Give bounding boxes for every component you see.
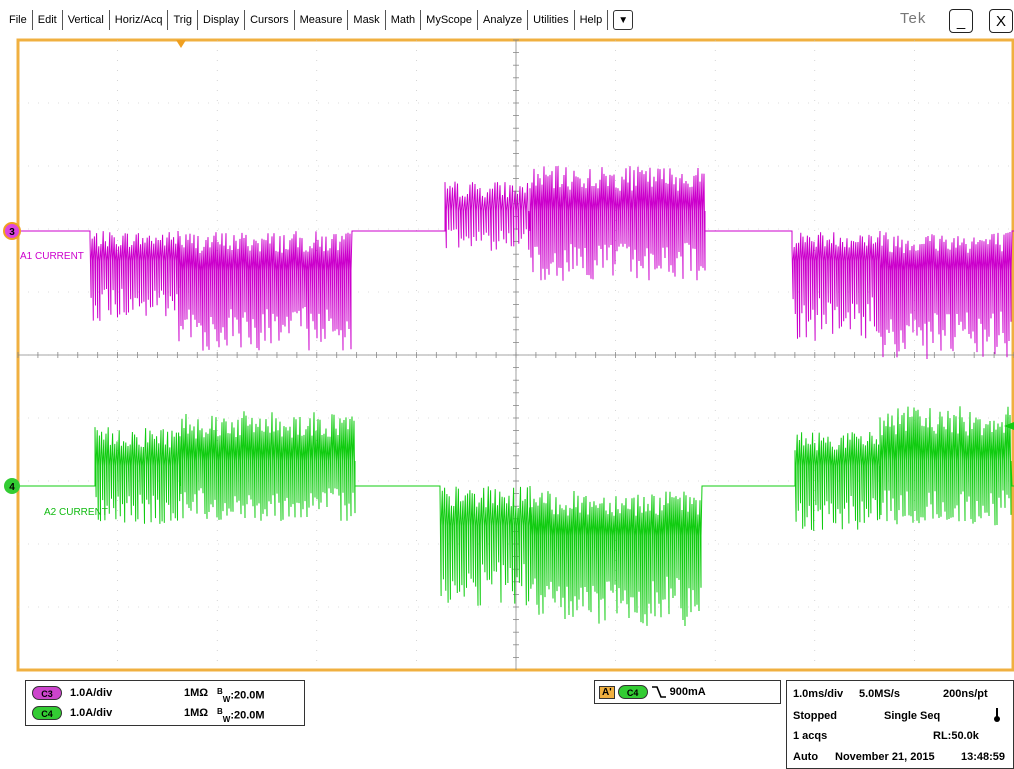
ch3-settings-row[interactable]: C3 1.0A/div: [32, 686, 112, 700]
ch4-impedance: 1MΩ: [184, 707, 208, 719]
record-length: RL:50.0k: [933, 730, 979, 742]
acq-mode: Single Seq: [884, 710, 940, 722]
ch3-scale: 1.0A/div: [70, 687, 112, 699]
acquisition-panel[interactable]: 1.0ms/div 5.0MS/s 200ns/pt Stopped Singl…: [786, 680, 1014, 769]
ch3-trace-label: A1 CURRENT: [20, 251, 84, 262]
acq-state: Stopped: [793, 710, 837, 722]
ch4-trace-label: A2 CURRENT: [44, 507, 108, 518]
ch3-impedance: 1MΩ: [184, 687, 208, 699]
date: November 21, 2015: [835, 751, 935, 763]
ch4-badge[interactable]: C4: [32, 706, 62, 720]
ch3-bandwidth: BW:20.0M: [217, 687, 265, 704]
waveform-display[interactable]: 3 4 A1 CURRENT A2 CURRENT: [0, 0, 1014, 680]
trigger-level: 900mA: [670, 686, 706, 698]
timebase: 1.0ms/div: [793, 688, 843, 700]
sample-rate: 5.0MS/s: [859, 688, 900, 700]
trigger-source-badge[interactable]: C4: [618, 685, 648, 699]
acq-count: 1 acqs: [793, 730, 827, 742]
resolution: 200ns/pt: [943, 688, 988, 700]
ch3-marker-label: 3: [9, 227, 15, 238]
vertical-settings-panel[interactable]: C3 1.0A/div 1MΩ BW:20.0M C4 1.0A/div 1MΩ…: [25, 680, 305, 726]
ch4-settings-row[interactable]: C4 1.0A/div: [32, 706, 112, 720]
trigger-mode: Auto: [793, 751, 818, 763]
ch3-badge[interactable]: C3: [32, 686, 62, 700]
ch4-marker-label: 4: [9, 482, 15, 493]
thermometer-icon: [992, 707, 1002, 723]
trigger-panel[interactable]: A' C4 900mA: [594, 680, 781, 704]
falling-edge-icon: [651, 685, 667, 699]
graticule: [18, 40, 1014, 670]
trigger-a-badge: A': [599, 686, 615, 699]
time: 13:48:59: [961, 751, 1005, 763]
ch4-bandwidth: BW:20.0M: [217, 707, 265, 724]
ch4-scale: 1.0A/div: [70, 707, 112, 719]
